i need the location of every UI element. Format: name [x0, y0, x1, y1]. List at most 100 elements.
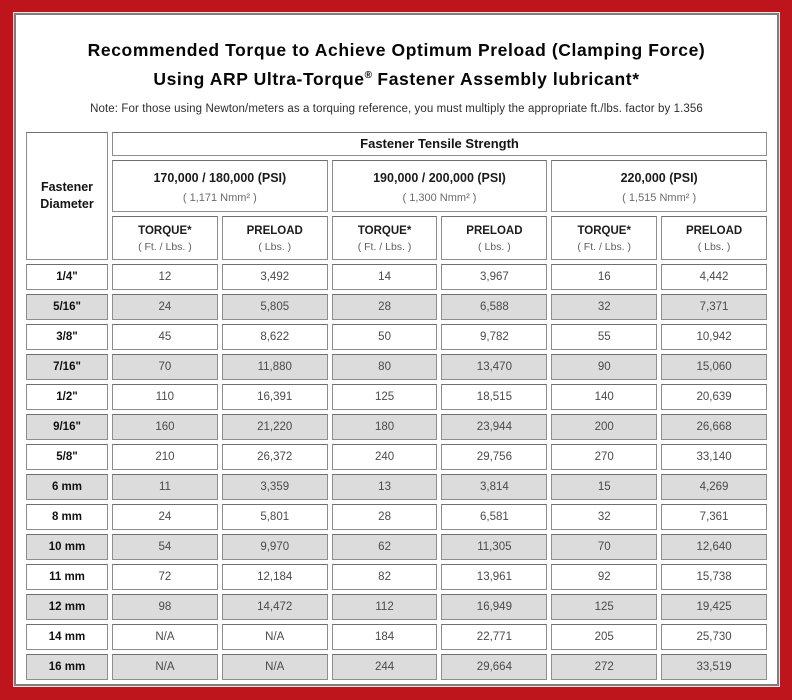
table-row: 5/16" 24 5,805 28 6,588 32 7,371 [26, 293, 767, 320]
preload-label: PRELOAD [685, 224, 743, 237]
preload-value-cell: 6,581 [441, 503, 548, 530]
torque-value-cell: 45 [112, 323, 218, 350]
table-row: 6 mm 11 3,359 13 3,814 15 4,269 [26, 473, 767, 500]
torque-value-cell: 140 [551, 383, 658, 410]
torque-value-cell: 80 [331, 353, 438, 380]
fastener-diameter-cell: 14 mm [26, 623, 108, 650]
torque-value-cell: 14 [331, 263, 438, 290]
preload-value-cell: 15,738 [661, 563, 767, 590]
torque-value-cell: 272 [551, 653, 658, 680]
table-row: 9/16" 160 21,220 180 23,944 200 26,668 [26, 413, 767, 440]
fastener-diameter-cell: 10 mm [26, 533, 108, 560]
torque-value-cell: 125 [551, 593, 658, 620]
preload-value-cell: 21,220 [221, 413, 328, 440]
fastener-diameter-cell: 12 mm [26, 593, 108, 620]
torque-column-header: TORQUE* ( Ft. / Lbs. ) [551, 215, 658, 260]
preload-label: PRELOAD [466, 224, 523, 237]
nmm-label: ( 1,300 Nmm² ) [402, 192, 477, 205]
preload-value-cell: 26,372 [221, 443, 328, 470]
tensile-strength-header: Fastener Tensile Strength [112, 131, 767, 156]
preload-value-cell: 4,269 [661, 473, 767, 500]
table-row: 16 mm N/A N/A 244 29,664 272 33,519 [26, 653, 767, 680]
preload-column-header: PRELOAD ( Lbs. ) [441, 215, 548, 260]
preload-value-cell: 13,961 [441, 563, 548, 590]
fastener-diameter-cell: 16 mm [26, 653, 108, 680]
psi-group-170-180: 170,000 / 180,000 (PSI) ( 1,171 Nmm² ) [112, 159, 328, 212]
torque-value-cell: 62 [331, 533, 438, 560]
preload-value-cell: 16,391 [221, 383, 328, 410]
fastener-diameter-cell: 1/4" [26, 263, 108, 290]
torque-value-cell: 55 [551, 323, 658, 350]
torque-value-cell: N/A [112, 623, 218, 650]
torque-value-cell: 112 [331, 593, 438, 620]
table-row: 5/8" 210 26,372 240 29,756 270 33,140 [26, 443, 767, 470]
preload-label: PRELOAD [246, 224, 303, 237]
fastener-diameter-cell: 8 mm [26, 503, 108, 530]
preload-value-cell: 9,782 [441, 323, 548, 350]
preload-unit: ( Lbs. ) [258, 240, 292, 253]
torque-label: TORQUE* [138, 224, 192, 237]
psi-label: 170,000 / 180,000 (PSI) [153, 171, 287, 186]
preload-value-cell: 3,967 [441, 263, 548, 290]
preload-value-cell: 13,470 [441, 353, 548, 380]
fastener-diameter-cell: 1/2" [26, 383, 108, 410]
fastener-diameter-cell: 5/8" [26, 443, 108, 470]
torque-value-cell: 32 [551, 503, 658, 530]
nmm-label: ( 1,515 Nmm² ) [622, 192, 697, 205]
preload-value-cell: 3,359 [221, 473, 328, 500]
preload-value-cell: 12,640 [661, 533, 767, 560]
torque-value-cell: 28 [331, 293, 438, 320]
preload-value-cell: 7,361 [661, 503, 767, 530]
nmm-label: ( 1,171 Nmm² ) [182, 192, 257, 205]
preload-value-cell: N/A [221, 623, 328, 650]
preload-value-cell: 26,668 [661, 413, 767, 440]
preload-value-cell: 29,664 [441, 653, 548, 680]
fastener-diameter-cell: 11 mm [26, 563, 108, 590]
preload-value-cell: 10,942 [661, 323, 767, 350]
table-row: 11 mm 72 12,184 82 13,961 92 15,738 [26, 563, 767, 590]
preload-value-cell: 6,588 [441, 293, 548, 320]
fastener-diameter-cell: 5/16" [26, 293, 108, 320]
title-line-2-prefix: Using ARP Ultra-Torque [153, 68, 365, 89]
torque-value-cell: 24 [112, 293, 218, 320]
preload-value-cell: 23,944 [441, 413, 548, 440]
page-title: Recommended Torque to Achieve Optimum Pr… [22, 37, 771, 92]
preload-unit: ( Lbs. ) [697, 240, 731, 253]
torque-value-cell: 70 [551, 533, 658, 560]
preload-value-cell: 16,949 [441, 593, 548, 620]
preload-value-cell: 19,425 [661, 593, 767, 620]
torque-value-cell: 90 [551, 353, 658, 380]
torque-value-cell: 244 [331, 653, 438, 680]
header-row-psi: 170,000 / 180,000 (PSI) ( 1,171 Nmm² ) 1… [26, 159, 767, 212]
torque-unit: ( Ft. / Lbs. ) [357, 240, 412, 253]
psi-label: 190,000 / 200,000 (PSI) [373, 171, 506, 186]
preload-value-cell: 33,519 [661, 653, 767, 680]
fastener-diameter-cell: 3/8" [26, 323, 108, 350]
torque-value-cell: 240 [331, 443, 438, 470]
preload-value-cell: 15,060 [661, 353, 767, 380]
torque-value-cell: 82 [331, 563, 438, 590]
torque-value-cell: 72 [112, 563, 218, 590]
torque-value-cell: 98 [112, 593, 218, 620]
preload-column-header: PRELOAD ( Lbs. ) [661, 215, 767, 260]
table-row: 1/2" 110 16,391 125 18,515 140 20,639 [26, 383, 767, 410]
table-row: 10 mm 54 9,970 62 11,305 70 12,640 [26, 533, 767, 560]
preload-value-cell: 11,305 [441, 533, 548, 560]
torque-value-cell: 28 [331, 503, 438, 530]
newton-meters-note: Note: For those using Newton/meters as a… [90, 102, 703, 115]
preload-value-cell: 18,515 [441, 383, 548, 410]
title-line-1: Recommended Torque to Achieve Optimum Pr… [87, 40, 706, 60]
preload-column-header: PRELOAD ( Lbs. ) [221, 215, 328, 260]
torque-value-cell: 160 [112, 413, 218, 440]
torque-value-cell: 92 [551, 563, 658, 590]
torque-value-cell: 11 [112, 473, 218, 500]
torque-value-cell: 125 [331, 383, 438, 410]
torque-value-cell: 205 [551, 623, 658, 650]
preload-value-cell: 5,801 [221, 503, 328, 530]
torque-unit: ( Ft. / Lbs. ) [138, 240, 192, 253]
torque-value-cell: 110 [112, 383, 218, 410]
header-row-tensile: Fastener Diameter Fastener Tensile Stren… [26, 131, 767, 260]
fastener-diameter-cell: 6 mm [26, 473, 108, 500]
fastener-diameter-header: Fastener Diameter [26, 131, 108, 260]
preload-value-cell: 25,730 [661, 623, 767, 650]
